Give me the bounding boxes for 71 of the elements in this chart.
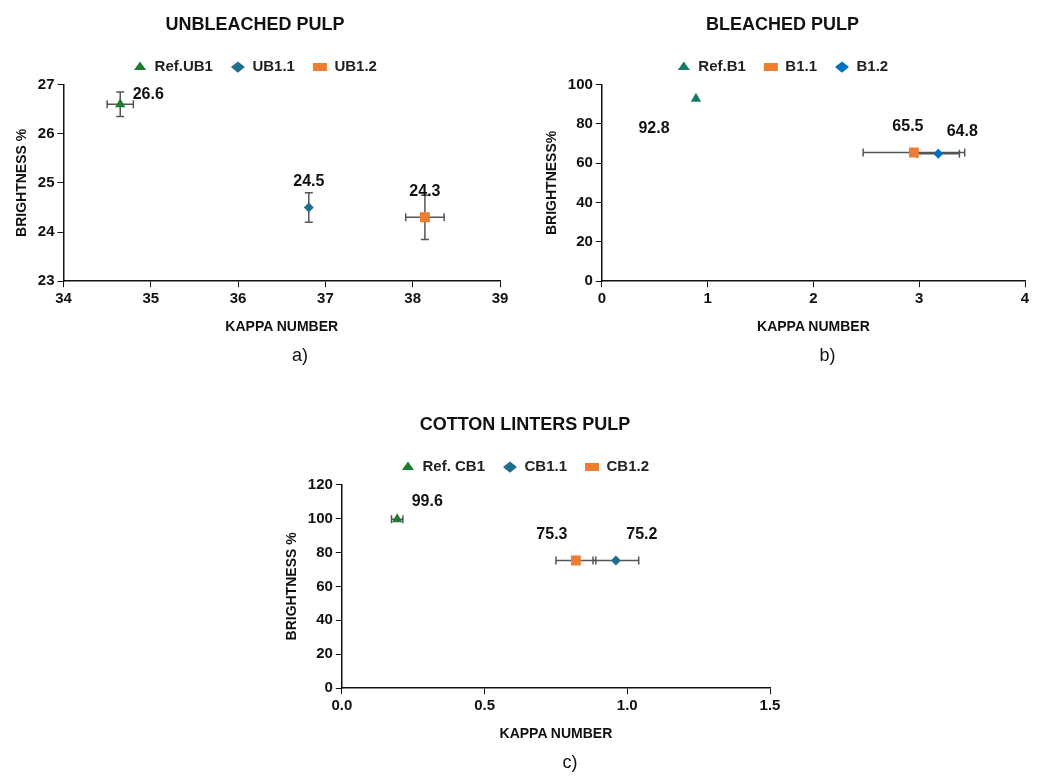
x-tick-label: 0 bbox=[597, 289, 606, 307]
text: c) bbox=[562, 751, 578, 772]
y-tick-label: 0 bbox=[324, 678, 333, 696]
y-tick-label: 25 bbox=[37, 173, 55, 191]
x-tick-label: 36 bbox=[229, 289, 247, 307]
legend-label: Ref. CB1 bbox=[422, 457, 485, 475]
x-axis-title: KAPPA NUMBER bbox=[499, 725, 613, 742]
x-tick-label: 1.5 bbox=[759, 696, 781, 714]
data-label: 75.3 bbox=[536, 524, 568, 542]
y-tick-label: 23 bbox=[37, 271, 55, 289]
data-label: 75.2 bbox=[626, 525, 658, 543]
chart-title: BLEACHED PULP bbox=[705, 13, 860, 34]
x-axis-title: KAPPA NUMBER bbox=[757, 318, 870, 335]
x-axis-title: KAPPA NUMBER bbox=[225, 318, 339, 335]
legend-label: UB1.2 bbox=[334, 57, 377, 75]
point bbox=[908, 147, 919, 158]
point bbox=[115, 98, 126, 108]
point bbox=[933, 148, 944, 159]
x-tick-label: 35 bbox=[142, 289, 160, 307]
point bbox=[610, 555, 621, 566]
legend-label: Ref.B1 bbox=[698, 57, 746, 75]
legend-label: B1.2 bbox=[856, 57, 889, 75]
text: a) bbox=[291, 344, 309, 365]
y-tick-label: 80 bbox=[316, 542, 333, 560]
x-tick-label: 3 bbox=[915, 289, 924, 307]
y-axis-title: BRIGHTNESS % bbox=[13, 128, 30, 237]
y-axis-title: BRIGHTNESS % bbox=[283, 531, 300, 641]
x-tick-label: 38 bbox=[404, 289, 422, 307]
text: b) bbox=[819, 344, 836, 365]
x-tick-label: 0.0 bbox=[331, 696, 353, 714]
y-tick-label: 40 bbox=[316, 610, 333, 628]
y-axis-title: BRIGHTNESS% bbox=[543, 130, 560, 236]
data-label: 65.5 bbox=[892, 116, 924, 134]
y-tick-label: 20 bbox=[316, 644, 333, 662]
legend-label: B1.1 bbox=[785, 57, 818, 75]
y-tick-label: 120 bbox=[307, 474, 333, 492]
data-label: 24.5 bbox=[293, 171, 325, 189]
point bbox=[570, 555, 581, 566]
data-label: 64.8 bbox=[946, 122, 978, 140]
x-tick-label: 39 bbox=[491, 289, 509, 307]
x-tick-label: 37 bbox=[317, 289, 334, 307]
y-tick-label: 40 bbox=[576, 192, 593, 210]
x-tick-label: 1 bbox=[703, 289, 712, 307]
y-tick-label: 60 bbox=[316, 576, 333, 594]
y-tick-label: 24 bbox=[37, 222, 56, 240]
y-tick-label: 0 bbox=[584, 271, 593, 289]
x-tick-label: 1.0 bbox=[616, 696, 638, 714]
y-tick-label: 100 bbox=[307, 508, 333, 526]
legend-label: UB1.1 bbox=[252, 57, 295, 75]
legend-label: Ref.UB1 bbox=[154, 57, 213, 75]
point bbox=[690, 92, 702, 102]
legend-label: CB1.1 bbox=[524, 457, 568, 475]
data-label: 26.6 bbox=[132, 84, 164, 102]
chart-title: UNBLEACHED PULP bbox=[165, 13, 345, 34]
y-tick-label: 80 bbox=[576, 114, 593, 132]
y-tick-label: 100 bbox=[567, 74, 593, 92]
point bbox=[303, 202, 314, 213]
y-tick-label: 27 bbox=[37, 74, 55, 92]
x-tick-label: 4 bbox=[1020, 289, 1030, 307]
data-label: 99.6 bbox=[411, 491, 443, 509]
point bbox=[419, 212, 430, 223]
x-tick-label: 0.5 bbox=[474, 696, 495, 714]
data-label: 24.3 bbox=[409, 181, 441, 199]
x-tick-label: 34 bbox=[55, 289, 73, 307]
y-tick-label: 60 bbox=[576, 153, 593, 171]
legend-label: CB1.2 bbox=[606, 457, 650, 475]
chart-title: COTTON LINTERS PULP bbox=[419, 413, 631, 434]
y-tick-label: 26 bbox=[37, 123, 55, 141]
data-label: 92.8 bbox=[638, 119, 670, 137]
y-tick-label: 20 bbox=[576, 232, 593, 250]
x-tick-label: 2 bbox=[809, 289, 818, 307]
